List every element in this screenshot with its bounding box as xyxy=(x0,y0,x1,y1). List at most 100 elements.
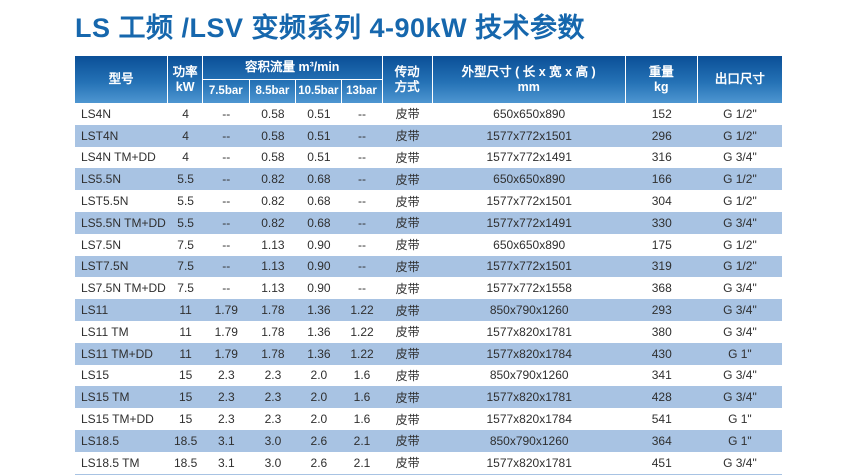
cell-flow85: 0.82 xyxy=(261,194,285,209)
cell-model: LS18.5 xyxy=(81,433,120,448)
cell-drive: 皮带 xyxy=(395,129,420,144)
cell-flow85: 1.78 xyxy=(261,303,285,318)
col-header-drive-line2: 方式 xyxy=(394,79,420,94)
cell-flow85: 0.82 xyxy=(261,172,285,187)
cell-dims: 850x790x1260 xyxy=(489,303,569,318)
cell-dims: 1577x820x1781 xyxy=(486,455,572,470)
cell-drive: 皮带 xyxy=(395,259,420,274)
cell-flow75: 2.3 xyxy=(217,412,235,427)
cell-flow75: -- xyxy=(222,281,231,296)
table-row: LS7.5N TM+DD 7.5 -- 1.13 0.90 -- 皮带 1577x772x15… xyxy=(75,277,782,299)
cell-flow105: 2.0 xyxy=(310,390,328,405)
cell-flow85: 2.3 xyxy=(264,390,282,405)
cell-flow105: 0.90 xyxy=(307,259,331,274)
cell-flow85: 0.82 xyxy=(261,215,285,230)
cell-flow75: -- xyxy=(222,194,231,209)
cell-power: 18.5 xyxy=(173,455,198,470)
cell-model: LST5.5N xyxy=(81,194,129,209)
table-header: 型号 功率 kW 容积流量 m³/min 传动 方式 外型尺寸 ( 长 x 宽 … xyxy=(75,56,782,103)
cell-flow75: 1.79 xyxy=(214,324,238,339)
cell-outlet: G 3/4" xyxy=(723,150,757,165)
table-row: LS5.5N TM+DD 5.5 -- 0.82 0.68 -- 皮带 1577x772x14… xyxy=(75,211,782,234)
cell-flow85: 1.78 xyxy=(261,324,285,339)
cell-flow13: -- xyxy=(358,150,366,165)
cell-power: 15 xyxy=(178,368,193,383)
cell-drive: 皮带 xyxy=(395,216,420,231)
col-header-weight-line1: 重量 xyxy=(648,64,674,79)
cell-flow105: 0.68 xyxy=(307,194,331,209)
cell-dims: 850x790x1260 xyxy=(489,368,569,383)
cell-drive: 皮带 xyxy=(395,456,420,471)
table-row: LS15 TM 15 2.3 2.3 2.0 1.6 皮带 1577x820x1781 428 G… xyxy=(75,386,782,409)
cell-outlet: G 1/2" xyxy=(723,237,757,252)
cell-flow75: -- xyxy=(222,128,231,143)
cell-dims: 1577x772x1501 xyxy=(486,194,572,209)
cell-outlet: G 3/4" xyxy=(723,390,757,405)
cell-dims: 650x650x890 xyxy=(493,172,566,187)
cell-weight: 319 xyxy=(651,259,672,274)
cell-weight: 364 xyxy=(651,433,672,448)
cell-model: LS15 TM xyxy=(81,390,130,405)
spec-table-grid: 型号 功率 kW 容积流量 m³/min 传动 方式 外型尺寸 ( 长 x 宽 … xyxy=(75,56,782,474)
cell-flow105: 2.0 xyxy=(310,412,328,427)
cell-weight: 430 xyxy=(651,346,672,361)
cell-power: 5.5 xyxy=(177,172,194,187)
cell-flow13: 1.22 xyxy=(350,324,374,339)
cell-flow85: 0.58 xyxy=(261,128,285,143)
cell-flow85: 1.13 xyxy=(261,259,285,274)
cell-flow105: 0.90 xyxy=(307,237,331,252)
cell-flow85: 1.13 xyxy=(261,237,285,252)
cell-flow105: 0.90 xyxy=(307,281,331,296)
cell-flow75: 3.1 xyxy=(217,433,235,448)
cell-flow13: 1.6 xyxy=(353,412,371,427)
cell-drive: 皮带 xyxy=(395,281,420,296)
cell-dims: 1577x772x1491 xyxy=(486,150,572,165)
cell-drive: 皮带 xyxy=(395,434,420,449)
col-header-dims-line2: mm xyxy=(517,79,540,94)
col-header-bar-10-5: 10.5bar xyxy=(296,80,342,103)
cell-model: LS5.5N xyxy=(81,172,122,187)
cell-power: 7.5 xyxy=(177,281,194,296)
table-row: LS11 11 1.79 1.78 1.36 1.22 皮带 850x790x1260 293 G… xyxy=(75,299,782,321)
cell-outlet: G 1/2" xyxy=(723,259,757,274)
cell-dims: 1577x820x1781 xyxy=(486,324,572,339)
cell-outlet: G 3/4" xyxy=(723,281,757,296)
cell-power: 15 xyxy=(178,390,193,405)
cell-power: 7.5 xyxy=(177,237,194,252)
cell-flow105: 0.51 xyxy=(307,150,331,165)
cell-weight: 175 xyxy=(651,237,672,252)
cell-weight: 166 xyxy=(651,172,672,187)
cell-flow75: 2.3 xyxy=(217,390,235,405)
table-row: LS18.5 TM 18.5 3.1 3.0 2.6 2.1 皮带 1577x820x1781… xyxy=(75,452,782,474)
col-header-drive-line1: 传动 xyxy=(394,64,420,79)
cell-power: 5.5 xyxy=(177,194,194,209)
cell-model: LS7.5N TM+DD xyxy=(81,281,166,296)
cell-flow75: -- xyxy=(222,237,231,252)
cell-flow75: 2.3 xyxy=(217,368,235,383)
col-header-dims-line1: 外型尺寸 ( 长 x 宽 x 高 ) xyxy=(461,64,596,79)
cell-power: 4 xyxy=(182,150,189,165)
table-row: LS7.5N 7.5 -- 1.13 0.90 -- 皮带 650x650x890 175 G 1… xyxy=(75,234,782,256)
cell-weight: 293 xyxy=(651,303,672,318)
header-row-pressures: 7.5bar 8.5bar 10.5bar 13bar xyxy=(75,80,782,103)
table-row: LST5.5N 5.5 -- 0.82 0.68 -- 皮带 1577x772x1501 304… xyxy=(75,190,782,212)
cell-flow85: 3.0 xyxy=(264,455,282,470)
cell-flow13: -- xyxy=(358,259,366,274)
col-header-bar-8-5: 8.5bar xyxy=(250,80,297,103)
col-header-power-line1: 功率 xyxy=(172,64,198,79)
cell-flow13: 1.22 xyxy=(350,303,374,318)
cell-flow75: 1.79 xyxy=(214,303,238,318)
cell-flow13: -- xyxy=(358,172,366,187)
cell-model: LS15 xyxy=(81,368,110,383)
cell-dims: 650x650x890 xyxy=(493,106,566,121)
cell-power: 11 xyxy=(179,346,192,361)
cell-flow85: 2.3 xyxy=(264,368,282,383)
cell-power: 11 xyxy=(179,303,192,318)
cell-model: LST4N xyxy=(81,128,119,143)
cell-outlet: G 1/2" xyxy=(723,172,757,187)
cell-drive: 皮带 xyxy=(395,303,420,318)
cell-flow105: 1.36 xyxy=(307,346,331,361)
cell-flow13: -- xyxy=(358,215,366,230)
cell-dims: 1577x820x1784 xyxy=(486,412,572,427)
table-row: LST4N 4 -- 0.58 0.51 -- 皮带 1577x772x1501 296 G 1/… xyxy=(75,124,782,147)
